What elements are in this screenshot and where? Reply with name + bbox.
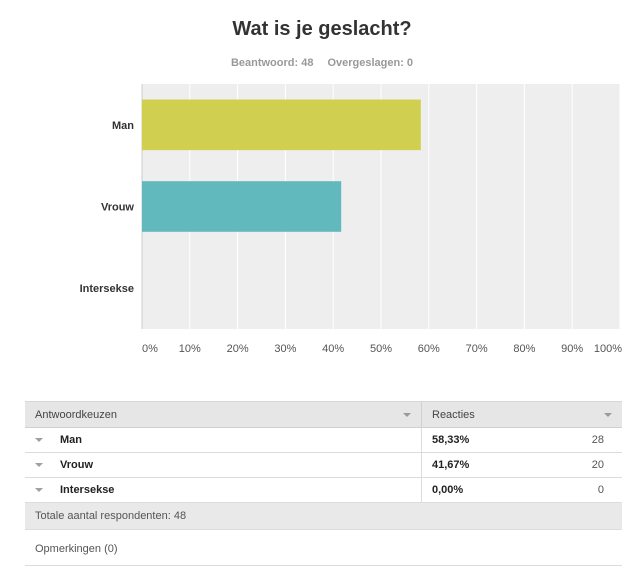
skipped-count: Overgeslagen: 0	[327, 57, 414, 69]
choice-label: Intersekse	[60, 484, 115, 496]
category-label: Man	[112, 120, 134, 132]
table-row: Vrouw 41,67% 20	[25, 453, 622, 478]
x-tick-label: 30%	[274, 343, 296, 355]
category-label: Intersekse	[80, 283, 134, 295]
table-row: Man 58,33% 28	[25, 428, 622, 453]
bar	[142, 181, 342, 232]
response-count: 28	[591, 434, 604, 446]
response-percent: 58,33%	[432, 434, 470, 446]
x-tick-label: 80%	[513, 343, 535, 355]
response-cell: 0,00% 0	[422, 478, 622, 502]
x-tick-label: 100%	[594, 343, 622, 355]
table-header: Antwoordkeuzen Reacties	[25, 402, 622, 428]
response-percent: 41,67%	[432, 459, 470, 471]
choice-cell: Man	[25, 428, 422, 452]
choice-cell: Vrouw	[25, 453, 422, 477]
choices-header-label: Antwoordkeuzen	[35, 408, 117, 421]
x-tick-label: 70%	[466, 343, 488, 355]
choice-cell: Intersekse	[25, 478, 422, 502]
expand-arrow-icon[interactable]	[35, 488, 43, 492]
total-respondents: Totale aantal respondenten: 48	[25, 503, 622, 530]
x-tick-label: 40%	[322, 343, 344, 355]
x-tick-label: 20%	[227, 343, 249, 355]
response-count: 20	[591, 459, 604, 471]
response-cell: 41,67% 20	[422, 453, 622, 477]
x-tick-label: 10%	[179, 343, 201, 355]
expand-arrow-icon[interactable]	[35, 463, 43, 467]
expand-arrow-icon[interactable]	[35, 438, 43, 442]
bar-chart: 0% 10% 20% 30% 40% 50% 60% 70% 80% 90% 100% Man Vrou…	[80, 84, 622, 355]
choice-label: Vrouw	[60, 459, 94, 471]
response-stats: Beantwoord: 48 Overgeslagen: 0	[0, 57, 644, 69]
response-cell: 58,33% 28	[422, 428, 622, 452]
response-percent: 0,00%	[432, 484, 464, 496]
response-count: 0	[597, 484, 604, 496]
responses-table: Antwoordkeuzen Reacties Man 58,33% 28 Vr…	[25, 401, 622, 566]
x-tick-label: 50%	[370, 343, 392, 355]
choice-label: Man	[60, 434, 82, 446]
responses-header-label: Reacties	[432, 408, 475, 421]
responses-column-header[interactable]: Reacties	[422, 402, 622, 427]
question-title: Wat is je geslacht?	[232, 18, 412, 40]
category-label: Vrouw	[101, 202, 134, 214]
answered-count: Beantwoord: 48	[230, 57, 314, 69]
choices-column-header[interactable]: Antwoordkeuzen	[25, 402, 422, 427]
bar	[142, 99, 421, 151]
x-tick-label: 0%	[142, 343, 158, 355]
comments-link[interactable]: Opmerkingen (0)	[25, 530, 622, 566]
sort-dropdown-icon[interactable]	[403, 413, 411, 417]
table-row: Intersekse 0,00% 0	[25, 478, 622, 503]
x-tick-label: 60%	[418, 343, 440, 355]
x-tick-label: 90%	[561, 343, 583, 355]
sort-dropdown-icon[interactable]	[604, 413, 612, 417]
